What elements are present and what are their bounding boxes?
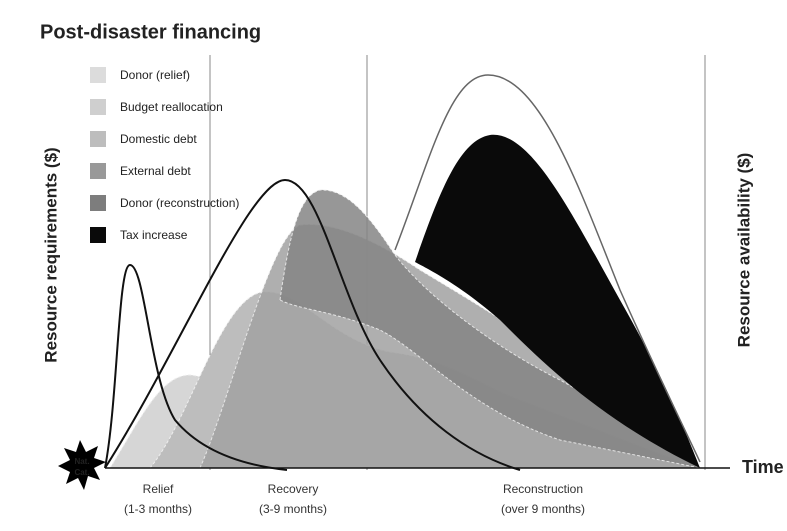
legend-label: Domestic debt (120, 132, 197, 146)
x-axis-label: Time (742, 457, 784, 477)
legend-swatch (90, 131, 106, 147)
event-burst (58, 440, 106, 490)
legend-swatch (90, 227, 106, 243)
phase-duration: (1-3 months) (124, 502, 192, 516)
legend-swatch (90, 163, 106, 179)
phase-name: Recovery (268, 482, 319, 496)
event-label: Cat. (74, 468, 89, 477)
financing-areas (109, 134, 702, 469)
legend: Donor (relief) Budget reallocation Domes… (90, 67, 239, 243)
requirement-curves (104, 178, 521, 471)
legend-label: Tax increase (120, 228, 188, 242)
title: Post-disaster financing (40, 21, 261, 43)
curve-reconstruction (394, 74, 701, 463)
legend-label: Donor (reconstruction) (120, 196, 239, 210)
legend-label: Budget reallocation (120, 100, 223, 114)
legend-label: Donor (relief) (120, 68, 190, 82)
event-label: Nat. (74, 457, 89, 466)
phase-duration: (3-9 months) (259, 502, 327, 516)
phase-name: Reconstruction (503, 482, 583, 496)
legend-label: External debt (120, 164, 191, 178)
curve-relief (104, 263, 288, 471)
phase-name: Relief (143, 482, 174, 496)
y-axis-left-label: Resource requirements ($) (41, 147, 60, 362)
legend-swatch (90, 99, 106, 115)
legend-swatch (90, 195, 106, 211)
phase-duration: (over 9 months) (501, 502, 585, 516)
area-donor-reconstruction (279, 189, 702, 469)
legend-swatch (90, 67, 106, 83)
curve-recovery (104, 178, 521, 471)
y-axis-right-label: Resource availability ($) (734, 153, 753, 348)
area-tax-increase (415, 134, 700, 468)
